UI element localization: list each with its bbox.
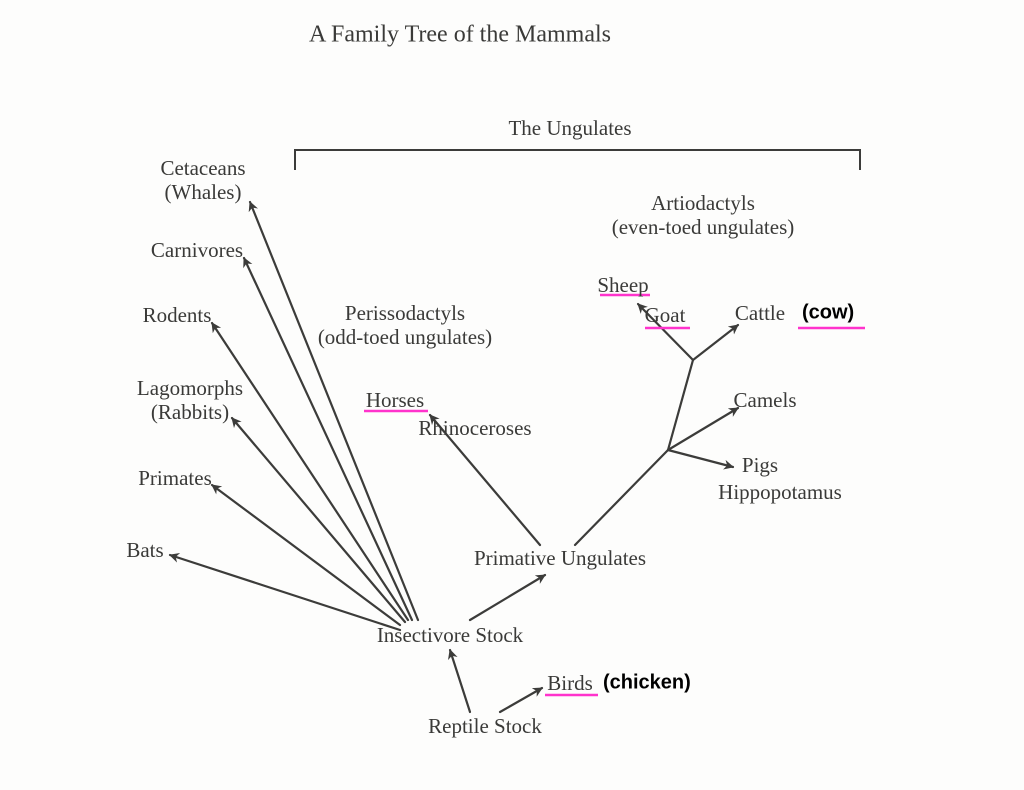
node-carnivores: Carnivores (151, 238, 243, 262)
node-lagomorphs: Lagomorphs(Rabbits) (137, 376, 243, 424)
node-camels: Camels (734, 388, 797, 412)
node-hippo: Hippopotamus (718, 480, 842, 504)
node-horses: Horses (366, 388, 424, 412)
annotation-0: (cow) (802, 302, 854, 325)
node-bats: Bats (126, 538, 163, 562)
node-cetaceans: Cetaceans(Whales) (160, 156, 245, 204)
node-cattle: Cattle (735, 301, 785, 325)
node-reptile: Reptile Stock (428, 714, 542, 738)
node-insectivore: Insectivore Stock (377, 623, 523, 647)
node-prim_ung: Primative Ungulates (474, 546, 646, 570)
node-primates: Primates (138, 466, 212, 490)
node-sheep: Sheep (597, 273, 648, 297)
node-birds: Birds (547, 671, 593, 695)
ungulates-bracket (295, 150, 860, 170)
diagram-canvas: A Family Tree of the Mammals The Ungulat… (0, 0, 1024, 790)
node-artio: Artiodactyls(even-toed ungulates) (612, 191, 795, 239)
node-goat: Goat (645, 303, 686, 327)
node-perisso: Perissodactyls(odd-toed ungulates) (318, 301, 492, 349)
node-rhinos: Rhinoceroses (418, 416, 531, 440)
node-rodents: Rodents (143, 303, 212, 327)
annotation-1: (chicken) (603, 672, 691, 695)
ungulates-header: The Ungulates (508, 116, 631, 140)
node-pigs: Pigs (742, 453, 778, 477)
diagram-title: A Family Tree of the Mammals (309, 22, 611, 49)
